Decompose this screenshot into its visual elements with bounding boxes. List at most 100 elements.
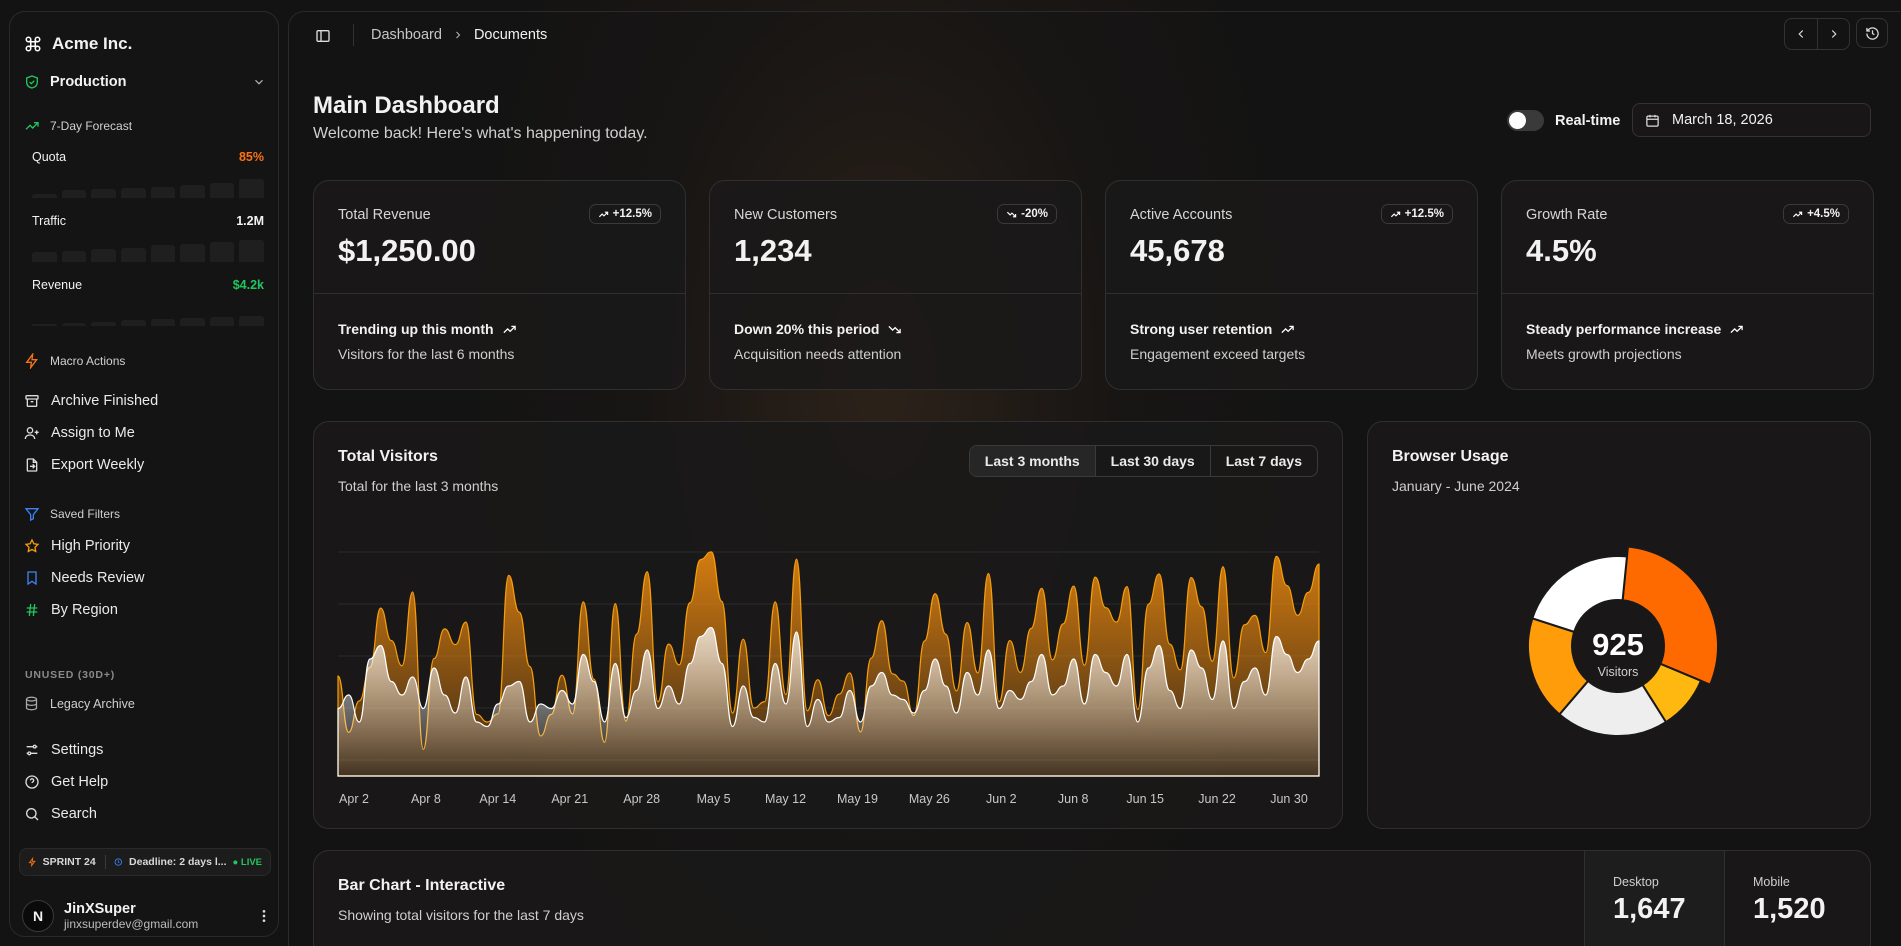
sprint-status-bar: SPRINT 24 Deadline: 2 days l... ● LIVE (19, 848, 271, 876)
kpi-foot-title: Down 20% this period (734, 321, 902, 337)
metric-value: 85% (238, 150, 264, 164)
mini-bar (180, 318, 205, 326)
nav-by-region[interactable]: By Region (24, 602, 118, 618)
total-visitors-card: Total Visitors Total for the last 3 mont… (313, 421, 1343, 829)
realtime-switch[interactable] (1507, 110, 1544, 131)
kpi-value: 1,234 (734, 233, 812, 268)
divider (314, 293, 685, 294)
command-icon (25, 36, 41, 52)
donut-total-label: Visitors (1598, 665, 1639, 679)
mini-bar (120, 188, 146, 198)
sidebar-toggle-icon[interactable] (315, 28, 331, 44)
tab-value: 1,647 (1613, 893, 1686, 925)
tab-desktop[interactable]: Desktop 1,647 (1584, 851, 1724, 946)
user-menu[interactable]: N JinXSuper jinxsuperdev@gmail.com (22, 900, 272, 932)
history-icon (1865, 26, 1879, 40)
nav-archive-finished[interactable]: Archive Finished (24, 393, 158, 409)
metric-label: Quota (32, 150, 67, 164)
sprint-name: SPRINT 24 (42, 856, 96, 868)
tab-label: Desktop (1613, 875, 1659, 889)
mini-bar (61, 251, 87, 262)
trending-up-icon (1390, 211, 1400, 217)
x-tick-label: Apr 8 (411, 792, 441, 806)
trending-up-icon (1793, 211, 1803, 217)
x-tick-label: Apr 2 (339, 792, 369, 806)
tab-mobile[interactable]: Mobile 1,520 (1724, 851, 1872, 946)
mini-bar (32, 324, 57, 326)
x-tick-label: Jun 30 (1270, 792, 1308, 806)
card-subtitle: Showing total visitors for the last 7 da… (338, 907, 584, 923)
series-area-secondary (337, 626, 1320, 777)
kpi-badge: +12.5% (1380, 204, 1453, 224)
kpi-foot-title: Strong user retention (1130, 321, 1295, 337)
nav-search[interactable]: Search (24, 806, 97, 822)
nav-export-weekly[interactable]: Export Weekly (24, 457, 144, 473)
nav-high-priority[interactable]: High Priority (24, 538, 130, 554)
mini-bar (91, 249, 116, 262)
sliders-icon (26, 744, 38, 756)
file-export-icon (26, 458, 38, 472)
unused-section-title: UNUSED (30D+) (25, 669, 116, 681)
x-tick-label: Jun 2 (986, 792, 1017, 806)
hash-icon (26, 603, 38, 617)
donut-total: 925 (1592, 627, 1644, 662)
nav-settings[interactable]: Settings (24, 742, 103, 758)
more-vertical-icon[interactable] (256, 908, 272, 924)
live-indicator: ● LIVE (232, 856, 263, 868)
x-tick-label: May 5 (697, 792, 731, 806)
forecast-section-title: 7-Day Forecast (24, 118, 132, 134)
browser-donut-chart: 925 Visitors (1527, 545, 1719, 737)
environment-select[interactable]: Production (24, 74, 266, 90)
kpi-label: Active Accounts (1130, 207, 1233, 223)
range-30-days[interactable]: Last 30 days (1094, 446, 1210, 476)
main-panel: Dashboard Documents Main Dashboard Welco… (288, 11, 1900, 946)
kpi-label: New Customers (734, 207, 838, 223)
history-button[interactable] (1856, 18, 1888, 48)
history-nav (1784, 18, 1850, 50)
kpi-foot-title: Trending up this month (338, 321, 517, 337)
brand[interactable]: Acme Inc. (24, 34, 132, 54)
trending-up-icon (1730, 325, 1744, 333)
x-tick-label: May 26 (909, 792, 950, 806)
nav-assign-to-me[interactable]: Assign to Me (24, 425, 135, 441)
x-axis-labels: Apr 2 Apr 8 Apr 14 Apr 21 Apr 28 May 5 May 12 M… (339, 792, 1308, 806)
date-picker[interactable]: March 18, 2026 (1632, 103, 1871, 137)
mini-bar (61, 323, 87, 326)
kpi-foot-sub: Engagement exceed targets (1130, 346, 1306, 362)
zap-icon (25, 353, 38, 369)
forecast-metric-revenue: Revenue $4.2k (32, 278, 264, 326)
donut-slice-other[interactable] (1531, 555, 1629, 634)
clock-icon (115, 858, 123, 866)
divider (104, 855, 106, 869)
kpi-value: 4.5% (1526, 233, 1597, 268)
topbar: Dashboard Documents (289, 12, 1900, 58)
calendar-icon (1646, 114, 1659, 127)
tab-value: 1,520 (1753, 893, 1826, 925)
user-plus-icon (24, 427, 39, 440)
mini-bar (239, 179, 264, 198)
mini-bar (91, 189, 116, 198)
shield-check-icon (26, 75, 38, 89)
back-button[interactable] (1785, 19, 1817, 49)
mini-bar (120, 248, 146, 262)
page-title: Main Dashboard (313, 92, 500, 119)
range-7-days[interactable]: Last 7 days (1209, 446, 1317, 476)
x-tick-label: Apr 21 (551, 792, 588, 806)
nav-legacy-archive[interactable]: Legacy Archive (24, 696, 135, 711)
search-icon (26, 808, 39, 821)
user-name: JinXSuper (64, 901, 136, 917)
nav-get-help[interactable]: Get Help (24, 774, 108, 790)
forward-button[interactable] (1817, 19, 1849, 49)
mini-bar (209, 242, 235, 262)
trending-up-icon (598, 211, 608, 217)
card-subtitle: January - June 2024 (1392, 478, 1520, 494)
metric-value: 1.2M (236, 214, 264, 228)
mini-bar (150, 319, 176, 326)
chevron-left-icon (1798, 30, 1804, 38)
nav-needs-review[interactable]: Needs Review (24, 570, 145, 586)
donut-slice-chrome[interactable] (1621, 545, 1719, 686)
range-3-months[interactable]: Last 3 months (969, 446, 1095, 476)
bar-chart-interactive-card: Bar Chart - Interactive Showing total vi… (313, 850, 1871, 946)
breadcrumb-dashboard[interactable]: Dashboard (371, 27, 442, 43)
realtime-toggle[interactable]: Real-time (1507, 110, 1620, 131)
